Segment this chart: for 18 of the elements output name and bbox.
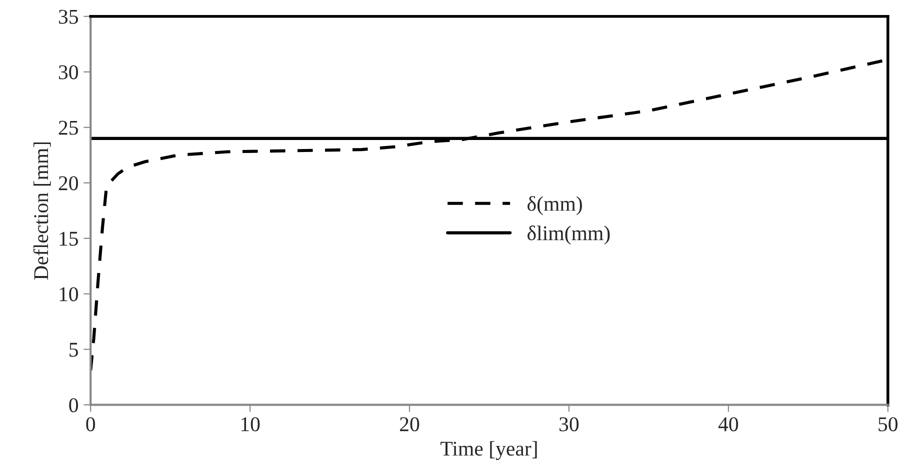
x-tick-label: 0 [86,417,96,432]
x-tick-label: 20 [400,417,420,432]
x-tick-label: 10 [241,417,260,432]
x-tick-label: 40 [718,417,738,432]
x-tick-label: 50 [878,417,898,432]
x-axis-title: Time [year] [440,441,537,460]
y-tick-label: 15 [60,232,78,246]
y-tick-label: 30 [58,65,78,80]
y-tick-label: 35 [58,10,78,24]
legend-label: δlim(mm) [528,226,610,245]
y-tick-label: 10 [60,287,78,302]
y-tick-label: 0 [69,398,78,412]
x-tick-label: 30 [560,417,579,432]
y-axis-title: Deflection [mm] [33,142,51,280]
y-tick-label: 25 [58,120,78,135]
y-tick-label: 5 [70,342,78,357]
legend-label: δ(mm) [528,196,582,216]
y-tick-label: 20 [58,176,78,190]
